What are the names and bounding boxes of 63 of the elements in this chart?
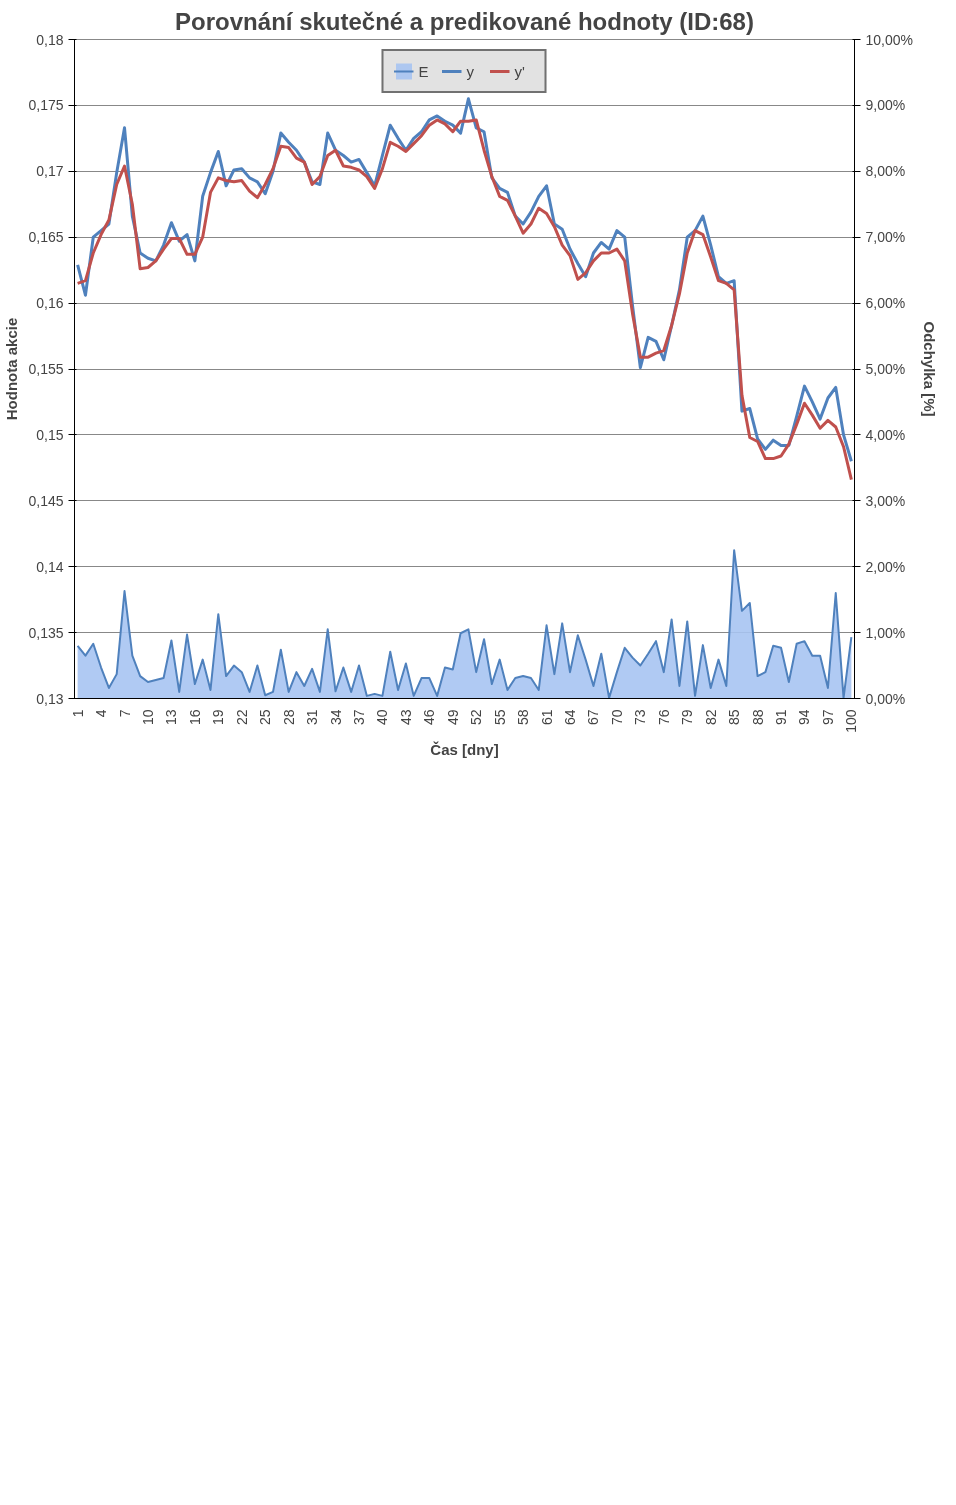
x-tick-label: 55	[491, 709, 508, 726]
y-tick-label: 0,135	[28, 624, 64, 641]
y-tick-label: 0,18	[36, 31, 64, 48]
x-tick-label: 82	[702, 709, 719, 726]
x-tick-label: 37	[350, 709, 367, 726]
y-tick-label: 0,155	[28, 361, 64, 377]
legend-label: y'	[514, 62, 526, 80]
y2-tick-label: 1,00%	[865, 624, 906, 641]
x-tick-label: 61	[538, 709, 555, 726]
x-tick-label: 16	[186, 709, 203, 726]
x-tick-label: 10	[139, 709, 156, 726]
y2-tick-label: 6,00%	[865, 295, 906, 312]
x-tick-label: 7	[116, 709, 133, 718]
x-tick-label: 64	[562, 709, 579, 726]
x-tick-label: 4	[93, 709, 110, 718]
x-tick-label: 52	[468, 709, 485, 726]
y2-tick-label: 5,00%	[865, 361, 906, 377]
y2-axis-title: Odchylka [%]	[920, 321, 938, 417]
x-tick-label: 13	[163, 709, 180, 726]
x-axis-title: Čas [dny]	[430, 740, 499, 758]
x-tick-label: 1	[69, 709, 86, 718]
y-axis-title: Hodnota akcie	[3, 317, 21, 421]
y2-tick-label: 3,00%	[865, 492, 906, 509]
y2-tick-label: 2,00%	[865, 558, 906, 575]
x-tick-label: 43	[397, 709, 414, 726]
y2-tick-label: 7,00%	[865, 229, 906, 246]
y-tick-label: 0,13	[36, 690, 64, 707]
x-tick-label: 79	[679, 709, 696, 726]
x-tick-label: 25	[257, 709, 274, 726]
legend-label: y	[466, 62, 475, 80]
y2-tick-label: 9,00%	[865, 97, 906, 114]
x-tick-label: 19	[210, 709, 227, 726]
y-tick-label: 0,145	[28, 492, 64, 509]
x-tick-label: 34	[327, 709, 344, 726]
x-tick-label: 73	[632, 709, 649, 726]
chart-title: Porovnání skutečné a predikované hodnoty (ID:68)	[175, 7, 754, 35]
x-tick-label: 85	[726, 709, 743, 726]
x-tick-label: 40	[374, 709, 391, 726]
x-tick-label: 67	[585, 709, 602, 726]
y2-tick-label: 10,00%	[865, 31, 913, 48]
x-tick-label: 94	[796, 709, 813, 726]
y-tick-label: 0,165	[28, 229, 64, 246]
y2-tick-label: 0,00%	[865, 690, 906, 707]
x-tick-label: 70	[608, 709, 625, 726]
y2-tick-label: 4,00%	[865, 426, 906, 443]
legend-label: E	[418, 62, 430, 80]
y-tick-label: 0,175	[28, 97, 64, 114]
y-tick-label: 0,15	[36, 426, 64, 443]
x-tick-label: 91	[773, 709, 790, 726]
x-tick-label: 100	[843, 709, 860, 733]
x-tick-label: 76	[655, 709, 672, 726]
x-tick-label: 88	[749, 709, 766, 726]
y-tick-label: 0,16	[36, 295, 64, 312]
x-tick-label: 49	[444, 709, 461, 726]
x-tick-label: 28	[280, 709, 297, 726]
x-tick-label: 97	[819, 709, 836, 726]
y-tick-label: 0,17	[36, 163, 64, 180]
x-tick-label: 31	[304, 709, 321, 726]
y-tick-label: 0,14	[36, 558, 64, 575]
x-tick-label: 46	[421, 709, 438, 726]
x-tick-label: 58	[515, 709, 532, 726]
x-tick-label: 22	[233, 709, 250, 726]
y2-tick-label: 8,00%	[865, 163, 906, 180]
